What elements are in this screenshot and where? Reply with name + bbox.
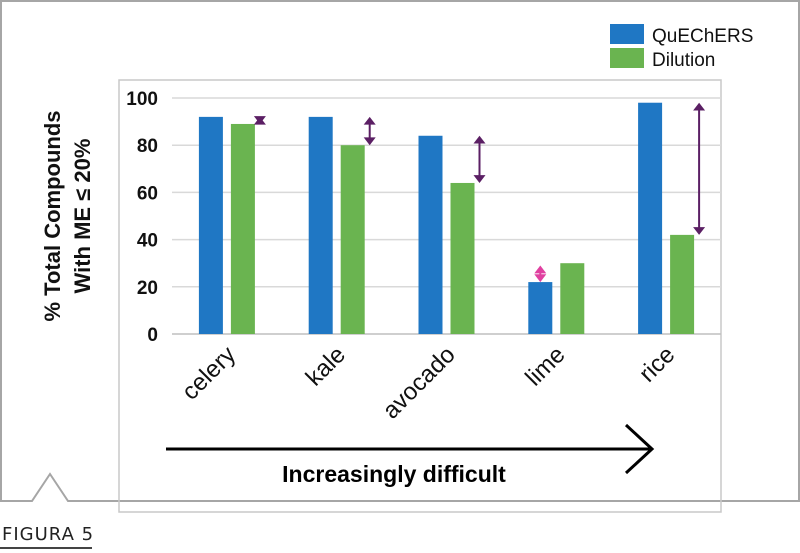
figure-label-underline [0, 547, 92, 549]
bar-lime-dilution [560, 263, 585, 334]
y-axis-ticks: 0 20 40 60 80 100 [126, 89, 158, 346]
legend-swatch-dilution [610, 48, 644, 68]
x-axis-labels: celery kale avocado lime rice [177, 341, 681, 424]
arrow-head-down-avocado [473, 175, 486, 183]
bar-celery-quechers [198, 116, 223, 334]
bar-lime-quechers [528, 282, 553, 334]
gridlines [172, 97, 721, 335]
arrow-head-up-lime [534, 265, 547, 274]
legend: QuEChERS Dilution [610, 24, 753, 71]
bar-avocado-quechers [418, 135, 443, 334]
arrow-head-down-rice [693, 227, 706, 235]
y-axis-label-line2: With ME ≤ 20% [70, 139, 95, 294]
plot-area-border [118, 79, 722, 513]
legend-swatch-quechers [610, 24, 644, 44]
bar-celery-dilution [230, 123, 255, 335]
y-tick-label-40: 40 [137, 231, 158, 252]
y-tick-label-60: 60 [137, 183, 158, 204]
difficulty-arrow [166, 423, 655, 475]
bar-kale-quechers [308, 116, 333, 334]
x-tick-label-rice: rice [634, 341, 680, 387]
figure-label: FIGURA 5 [2, 524, 95, 545]
arrow-head-down-kale [363, 137, 376, 146]
arrow-head-down-lime [534, 274, 547, 283]
y-axis-label-line1: % Total Compounds [40, 110, 65, 321]
x-tick-label-lime: lime [520, 341, 570, 391]
y-tick-label-0: 0 [147, 325, 158, 346]
arrow-head-up-rice [693, 102, 706, 111]
bar-kale-dilution [340, 145, 365, 334]
y-tick-label-80: 80 [137, 136, 158, 157]
arrow-head-up-avocado [473, 135, 486, 144]
y-tick-label-100: 100 [126, 89, 158, 110]
x-tick-label-celery: celery [177, 341, 241, 405]
legend-label-dilution: Dilution [652, 50, 715, 71]
arrow-head-up-kale [363, 116, 376, 125]
difference-arrows [253, 102, 706, 283]
bar-rice-quechers [638, 102, 663, 334]
legend-label-quechers: QuEChERS [652, 26, 753, 47]
arrow-head-down-celery [253, 116, 266, 124]
bar-rice-dilution [670, 234, 695, 334]
bars [198, 102, 695, 335]
x-tick-label-avocado: avocado [377, 341, 460, 424]
y-tick-label-20: 20 [137, 278, 158, 299]
x-tick-label-kale: kale [301, 341, 351, 391]
x-axis-label: Increasingly difficult [282, 461, 506, 487]
bar-avocado-dilution [450, 182, 475, 334]
